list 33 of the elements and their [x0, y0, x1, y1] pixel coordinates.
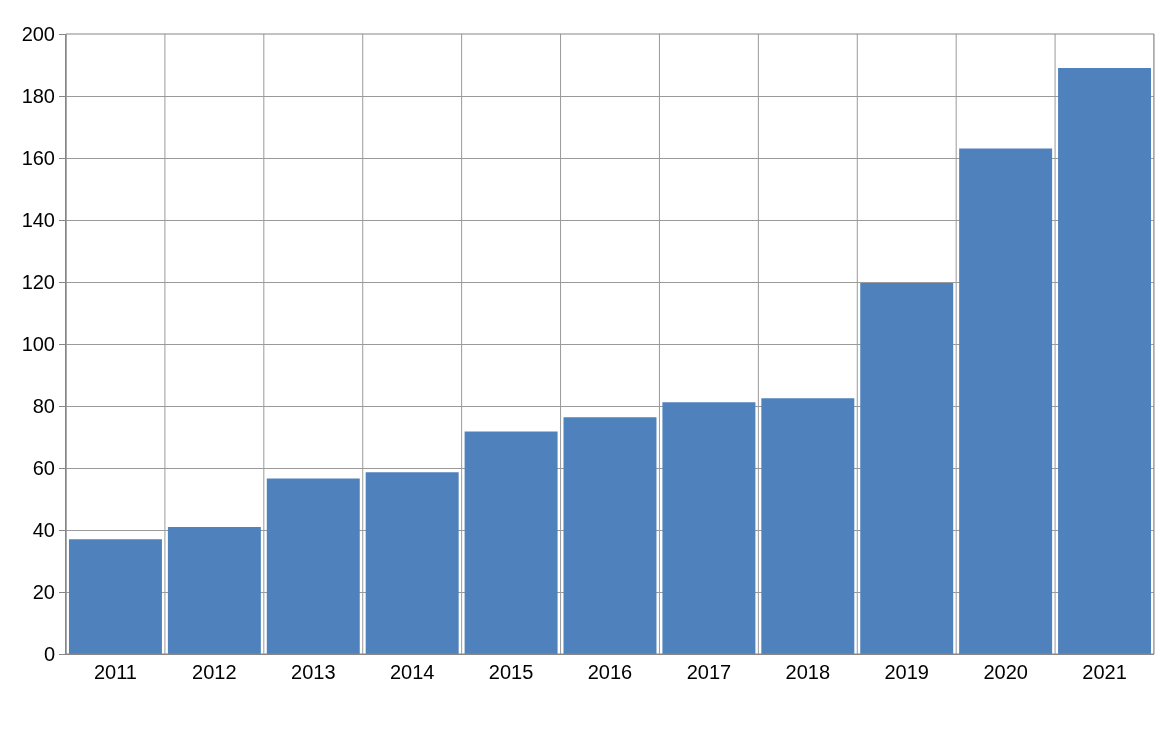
x-tick-label: 2017	[686, 661, 732, 683]
y-tick-label: 160	[21, 147, 55, 169]
y-tick-label: 40	[32, 519, 55, 541]
bar	[761, 398, 855, 654]
bar	[266, 478, 360, 654]
y-tick-label: 60	[32, 457, 55, 479]
bar	[662, 402, 756, 654]
bar	[1058, 68, 1152, 654]
y-tick-label: 120	[21, 271, 55, 293]
bar	[860, 282, 954, 654]
x-tick-label: 2020	[983, 661, 1028, 683]
y-tick-label: 180	[21, 85, 55, 107]
x-tick-label: 2021	[1082, 661, 1127, 683]
bar	[563, 417, 657, 654]
x-tick-label: 2013	[291, 661, 336, 683]
x-tick-label: 2014	[389, 661, 435, 683]
x-tick-label: 2011	[93, 661, 137, 683]
x-tick-label: 2012	[192, 661, 237, 683]
bar	[68, 539, 162, 654]
y-tick-label: 0	[43, 643, 55, 665]
bar	[959, 148, 1053, 654]
bar	[365, 472, 459, 654]
x-tick-label: 2018	[785, 661, 831, 683]
bar	[167, 526, 261, 654]
y-tick-label: 20	[32, 581, 55, 603]
x-tick-label: 2016	[587, 661, 633, 683]
x-tick-label: 2019	[884, 661, 929, 683]
y-tick-label: 200	[21, 23, 55, 45]
y-tick-label: 100	[21, 333, 55, 355]
y-tick-label: 140	[21, 209, 55, 231]
x-tick-label: 2015	[488, 661, 534, 683]
y-tick-label: 80	[32, 395, 55, 417]
bar	[464, 431, 558, 654]
